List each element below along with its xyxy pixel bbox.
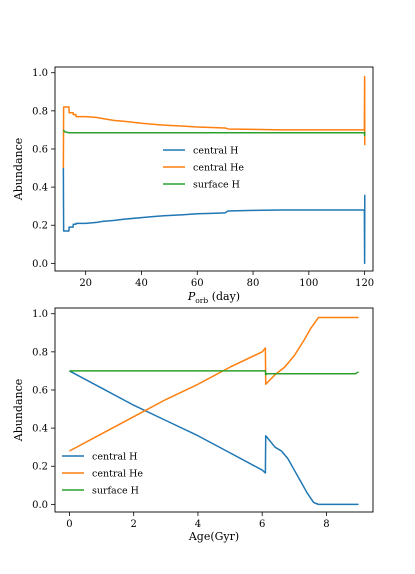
bottom-y-tick-label: 0.0 <box>32 500 48 511</box>
bottom-x-tick-label: 6 <box>259 519 265 530</box>
top-x-tick-label: 120 <box>355 278 374 289</box>
bottom-legend-label: surface H <box>92 486 139 497</box>
top-series-line-surface-h <box>62 129 366 137</box>
top-series-line-central-h <box>62 168 366 265</box>
top-x-axis-label: Porb (day) <box>187 290 240 305</box>
bottom-y-axis-label: Abundance <box>12 379 25 443</box>
bottom-x-tick-label: 8 <box>323 519 329 530</box>
top-plot-frame <box>54 66 374 272</box>
bottom-series-line-surface-h <box>69 370 359 376</box>
top-y-axis-label: Abundance <box>12 138 25 202</box>
top-x-tick-label: 40 <box>135 278 148 289</box>
top-series-line-central-he <box>62 75 366 169</box>
top-y-tick-label: 0.0 <box>32 259 48 270</box>
top-y-tick-label: 0.6 <box>32 144 48 155</box>
bottom-x-tick-label: 4 <box>195 519 201 530</box>
bottom-legend-label: central H <box>92 452 137 463</box>
top-legend-label: surface H <box>193 180 240 191</box>
top-x-tick-label: 100 <box>299 278 318 289</box>
bottom-y-tick-label: 0.4 <box>32 424 48 435</box>
bottom-y-tick-label: 1.0 <box>32 309 48 320</box>
top-x-tick-label: 20 <box>79 278 92 289</box>
bottom-y-tick-label: 0.2 <box>32 462 48 473</box>
top-x-tick-label: 60 <box>191 278 204 289</box>
top-legend-label: central He <box>193 163 244 174</box>
bottom-series-line-central-h <box>69 370 359 506</box>
bottom-x-tick-label: 0 <box>66 519 72 530</box>
top-x-tick-label: 80 <box>247 278 260 289</box>
bottom-y-tick-label: 0.6 <box>32 385 48 396</box>
top-y-tick-label: 0.4 <box>32 183 48 194</box>
bottom-y-tick-label: 0.8 <box>32 347 48 358</box>
bottom-series-line-central-he <box>69 316 359 452</box>
top-legend-label: central H <box>193 146 238 157</box>
top-chart: 20 40 60 80 100 120 0.0 0.2 0.4 0.6 0.8 1.0 Porb (da… <box>12 66 374 305</box>
top-y-tick-label: 1.0 <box>32 68 48 79</box>
top-y-tick-label: 0.8 <box>32 106 48 117</box>
bottom-legend-label: central He <box>92 469 143 480</box>
bottom-chart: 0 2 4 6 8 0.0 0.2 0.4 0.6 0.8 1.0 Age(Gyr) Abundance… <box>12 307 374 543</box>
bottom-x-tick-label: 2 <box>131 519 137 530</box>
bottom-plot-frame <box>54 307 374 513</box>
bottom-x-axis-label: Age(Gyr) <box>188 530 239 543</box>
top-y-tick-label: 0.2 <box>32 221 48 232</box>
